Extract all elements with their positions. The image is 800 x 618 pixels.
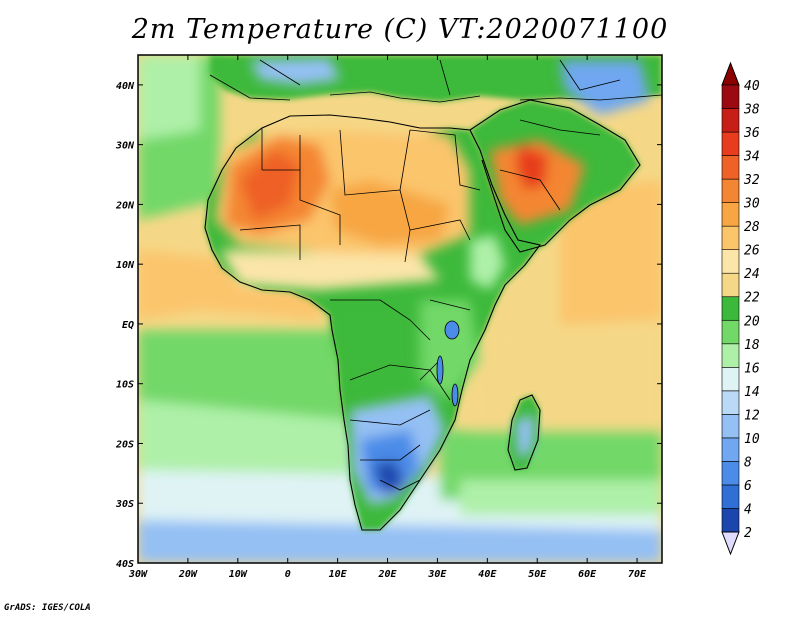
colorbar-label: 6 — [744, 479, 752, 494]
colorbar-block — [721, 508, 740, 533]
sudan-warm — [330, 180, 450, 245]
sahel-yellow — [220, 250, 440, 290]
colorbar-label: 8 — [744, 455, 752, 470]
x-tick-label: 30W — [128, 569, 148, 580]
x-tick-label: 10E — [329, 569, 348, 580]
colorbar-label: 16 — [744, 361, 760, 376]
x-tick-label: 20W — [178, 569, 198, 580]
x-tick-label: 30E — [427, 569, 447, 580]
west-sahara-core — [240, 150, 300, 220]
axis-ticks — [137, 55, 662, 564]
colorbar-label: 30 — [743, 197, 760, 212]
southern-ocean-blue — [138, 520, 662, 563]
plot-frame — [137, 54, 663, 564]
colorbar-label: 38 — [743, 103, 760, 118]
colorbar-block — [721, 437, 740, 462]
x-tick-label: 70E — [628, 569, 647, 580]
y-tick-label: 10S — [116, 380, 134, 391]
x-tick-label: 60E — [578, 569, 597, 580]
colorbar-block — [721, 225, 740, 250]
y-tick-label: 30N — [115, 141, 135, 152]
lakes — [436, 320, 460, 407]
colorbar-label: 34 — [743, 150, 760, 165]
colorbar-label: 4 — [744, 502, 752, 517]
colorbar-block — [721, 484, 740, 509]
colorbar-block — [721, 461, 740, 486]
europe-blue — [250, 58, 340, 85]
grads-credit: GrADS: IGES/COLA — [4, 603, 91, 613]
colorbar-block — [721, 131, 740, 156]
colorbar-label: 20 — [744, 314, 760, 329]
congo-green — [330, 300, 415, 380]
gulf-core — [515, 145, 548, 190]
lake-victoria — [444, 320, 460, 340]
africa-coastline — [204, 114, 541, 531]
colorbar-block — [721, 272, 740, 298]
y-tick-label: 10N — [116, 260, 135, 271]
colorbar-block — [721, 84, 740, 109]
karoo-deep — [372, 460, 405, 495]
colorbar-block — [721, 178, 740, 203]
colorbar-label: 22 — [744, 291, 760, 306]
colorbar-label: 14 — [744, 385, 760, 400]
colorbar-block — [721, 414, 740, 439]
y-tick-label: 30S — [115, 499, 134, 510]
indian-ocean-light — [460, 480, 662, 515]
y-tick-label: 40N — [116, 81, 135, 92]
colorbar-block — [721, 367, 740, 392]
madagascar-cool — [515, 415, 535, 460]
colorbar-block — [721, 155, 740, 180]
colorbar-label: 12 — [744, 408, 760, 423]
x-tick-label: 10W — [229, 569, 248, 580]
colorbar-label: 36 — [743, 126, 760, 141]
colorbar-block — [721, 108, 740, 133]
colorbar-under-triangle — [721, 531, 740, 556]
north-atlantic-light — [138, 55, 200, 140]
colorbar-block — [721, 249, 740, 274]
colorbar-block — [721, 202, 740, 227]
ethiopia-cool — [470, 235, 505, 290]
colorbar-block — [721, 390, 740, 415]
country-borders — [204, 59, 662, 531]
colorbar-label: 24 — [744, 267, 760, 282]
colorbar-block — [721, 343, 740, 368]
x-tick-label: 40E — [478, 569, 497, 580]
indian-ocean-mid — [470, 320, 662, 430]
colorbar-label: 18 — [744, 338, 760, 353]
colorbar-label: 2 — [744, 526, 752, 541]
y-axis-labels: 40S 30S 20S 10S EQ 10N 20N 30N 40N — [115, 81, 135, 570]
colorbar-label: 32 — [743, 173, 760, 188]
madagascar-coastline — [507, 394, 541, 471]
colorbar-label: 10 — [744, 432, 760, 447]
y-tick-label: 20S — [115, 439, 134, 450]
colorbar-block — [721, 319, 740, 345]
lake-malawi — [451, 383, 459, 407]
y-tick-label: 40S — [116, 559, 134, 570]
colorbar-label: 28 — [744, 220, 760, 235]
arabia-coastline — [469, 99, 641, 253]
colorbar-block — [721, 296, 740, 321]
map-title: 2m Temperature (C) VT:2020071100 — [131, 14, 669, 45]
x-axis-labels: 30W 20W 10W 0 10E 20E 30E 40E 50E 60E 70E — [128, 569, 647, 580]
east-africa-green — [420, 300, 480, 400]
x-tick-label: 0 — [285, 569, 291, 580]
colorbar-over-triangle — [721, 61, 740, 86]
x-tick-label: 20E — [377, 569, 397, 580]
y-tick-label: EQ — [122, 320, 134, 331]
lake-tanganyika — [436, 355, 444, 385]
turkey-blue — [560, 60, 650, 115]
colorbar-label: 40 — [744, 79, 760, 94]
temperature-field — [138, 55, 662, 563]
x-tick-label: 50E — [528, 569, 547, 580]
colorbar-label: 26 — [744, 244, 760, 259]
y-tick-label: 20N — [115, 200, 135, 211]
